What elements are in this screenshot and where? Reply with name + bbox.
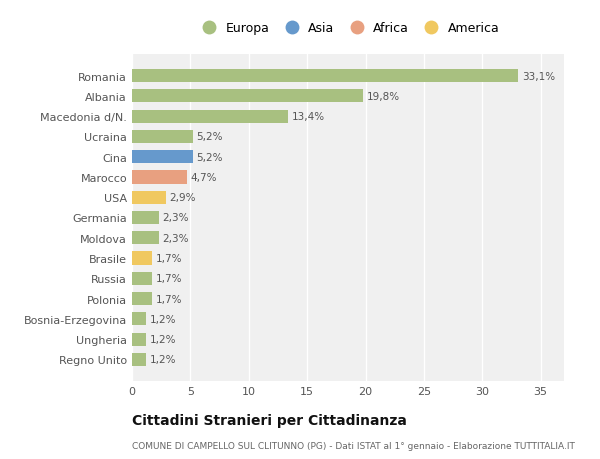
Text: COMUNE DI CAMPELLO SUL CLITUNNO (PG) - Dati ISTAT al 1° gennaio - Elaborazione T: COMUNE DI CAMPELLO SUL CLITUNNO (PG) - D… — [132, 441, 575, 450]
Text: 4,7%: 4,7% — [190, 173, 217, 183]
Bar — [132, 333, 146, 346]
Bar — [132, 292, 152, 306]
Legend: Europa, Asia, Africa, America: Europa, Asia, Africa, America — [197, 22, 499, 35]
Text: 1,2%: 1,2% — [149, 334, 176, 344]
Text: 1,7%: 1,7% — [155, 253, 182, 263]
Bar — [132, 70, 518, 83]
Text: Cittadini Stranieri per Cittadinanza: Cittadini Stranieri per Cittadinanza — [132, 413, 407, 427]
Text: 5,2%: 5,2% — [196, 152, 223, 162]
Text: 33,1%: 33,1% — [522, 72, 555, 81]
Bar — [132, 232, 159, 245]
Bar — [132, 110, 289, 123]
Bar — [132, 313, 146, 326]
Bar — [132, 191, 166, 204]
Bar — [132, 171, 187, 184]
Text: 2,9%: 2,9% — [169, 193, 196, 203]
Text: 5,2%: 5,2% — [196, 132, 223, 142]
Text: 1,2%: 1,2% — [149, 314, 176, 324]
Bar — [132, 151, 193, 164]
Bar — [132, 252, 152, 265]
Text: 13,4%: 13,4% — [292, 112, 325, 122]
Text: 2,3%: 2,3% — [163, 213, 189, 223]
Bar — [132, 272, 152, 285]
Text: 2,3%: 2,3% — [163, 233, 189, 243]
Bar — [132, 90, 363, 103]
Text: 1,2%: 1,2% — [149, 355, 176, 364]
Bar — [132, 130, 193, 144]
Text: 1,7%: 1,7% — [155, 274, 182, 284]
Text: 1,7%: 1,7% — [155, 294, 182, 304]
Bar — [132, 353, 146, 366]
Text: 19,8%: 19,8% — [367, 92, 400, 102]
Bar — [132, 212, 159, 224]
